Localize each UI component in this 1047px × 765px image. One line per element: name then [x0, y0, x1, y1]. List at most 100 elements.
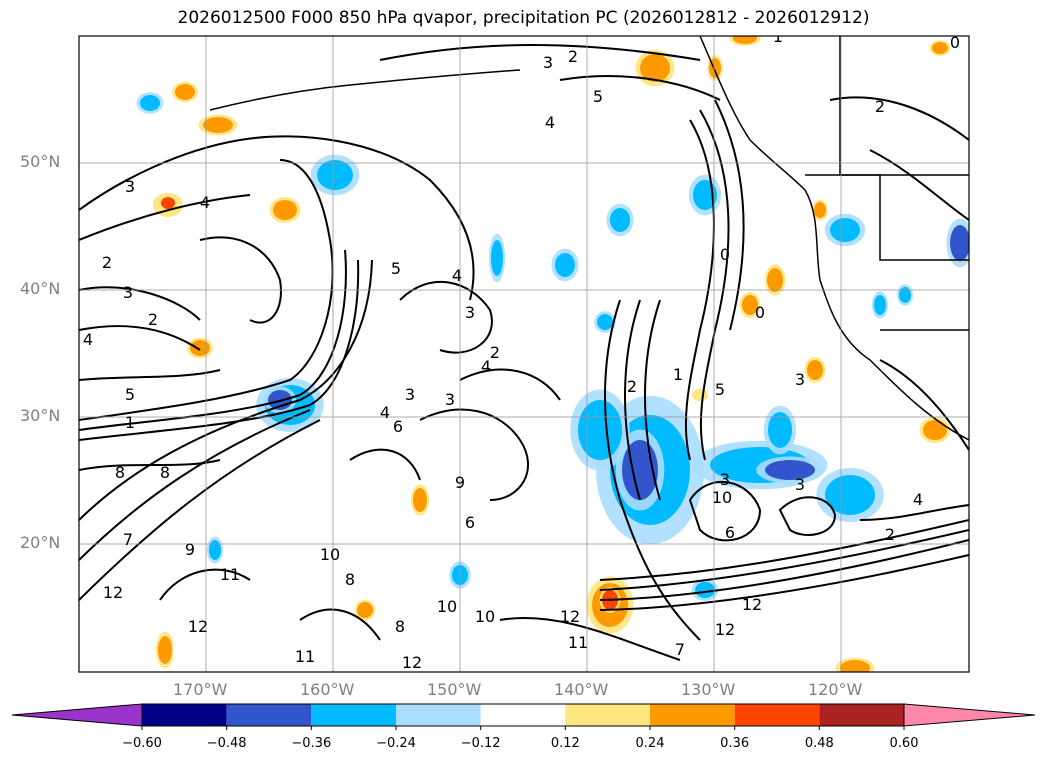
contour-label: 5: [125, 385, 135, 404]
contour-label: 2: [490, 343, 500, 362]
precip-blob: [825, 475, 875, 515]
colorbar-segment: [226, 704, 312, 726]
contour-label: 11: [295, 647, 315, 666]
precip-blob: [640, 54, 670, 82]
contour-label: 6: [465, 513, 475, 532]
contour-label: 4: [200, 193, 210, 212]
precip-blob: [692, 389, 708, 401]
qvapor-contour: [79, 409, 311, 561]
contour-label: 0: [950, 33, 960, 52]
precip-blob: [765, 460, 815, 480]
contour-label: 6: [725, 523, 735, 542]
qvapor-contour: [599, 519, 969, 581]
qvapor-contour: [599, 554, 969, 611]
qvapor-contour: [79, 286, 201, 321]
contour-label: 2: [875, 97, 885, 116]
contour-label: 4: [545, 113, 555, 132]
contour-label: 10: [712, 488, 732, 507]
precip-blob: [578, 400, 622, 460]
precip-blob: [767, 268, 783, 292]
map-frame: [78, 35, 970, 673]
contour-label: 1: [125, 413, 135, 432]
qvapor-contour: [778, 496, 837, 536]
precip-blob: [413, 488, 427, 512]
qvapor-contour: [79, 259, 360, 441]
precip-blob: [158, 636, 172, 664]
colorbar-tick-label: −0.36: [291, 736, 332, 751]
map-title: 2026012500 F000 850 hPa qvapor, precipit…: [177, 8, 870, 28]
precip-blob: [610, 208, 630, 232]
precip-blob: [840, 660, 870, 672]
lat-label: 30°N: [20, 406, 61, 425]
contour-label: 12: [742, 595, 762, 614]
contour-label: 5: [593, 87, 603, 106]
contour-label: 3: [795, 370, 805, 389]
contour-label: 3: [543, 53, 553, 72]
colorbar-tick-label: 0.48: [804, 736, 834, 751]
qvapor-contour: [399, 281, 493, 354]
colorbar-segment: [650, 704, 735, 726]
contour-label: 12: [715, 620, 735, 639]
lon-label: 130°W: [681, 680, 736, 699]
precip-blob: [273, 200, 297, 220]
qvapor-contour: [419, 408, 530, 501]
lon-label: 120°W: [808, 680, 863, 699]
qvapor-contour: [79, 259, 373, 521]
colorbar-segment: [819, 704, 904, 726]
precip-blob: [357, 602, 373, 618]
precip-blob: [190, 340, 210, 356]
precip-blob: [161, 197, 175, 209]
precip-blob: [597, 314, 613, 330]
precip-blob: [923, 420, 947, 440]
qvapor-contour: [79, 159, 334, 421]
colorbar-segment: [311, 704, 396, 726]
qvapor-contour: [199, 236, 282, 324]
coastline: [805, 174, 969, 261]
contour-label: 0: [720, 245, 730, 264]
contour-label: 12: [560, 607, 580, 626]
qvapor-contour: [644, 299, 661, 501]
contour-label: 8: [160, 463, 170, 482]
precip-blob: [950, 225, 969, 261]
qvapor-contour: [459, 368, 561, 401]
contour-label: 0: [755, 303, 765, 322]
contour-label: 12: [402, 653, 422, 672]
colorbar-extend-high: [903, 703, 1036, 727]
contour-label: 8: [395, 617, 405, 636]
precip-blob: [140, 95, 160, 111]
qvapor-contours: [79, 44, 969, 661]
qvapor-contour: [684, 119, 715, 461]
contour-label: 7: [123, 530, 133, 549]
colorbar-tick-label: −0.48: [206, 736, 247, 751]
precip-blob: [491, 240, 503, 276]
colorbar: [11, 703, 1036, 730]
contour-label: 8: [115, 463, 125, 482]
colorbar-tick-label: 0.12: [550, 736, 580, 751]
contour-label: 10: [475, 607, 495, 626]
lat-label: 20°N: [20, 533, 61, 552]
colorbar-segment: [142, 704, 227, 726]
qvapor-contour: [79, 419, 321, 601]
colorbar-tick-label: 0.36: [720, 736, 750, 751]
precip-blob: [733, 36, 757, 44]
qvapor-contour: [79, 325, 201, 351]
lat-label: 40°N: [20, 279, 61, 298]
contour-label: 3: [720, 470, 730, 489]
contour-label: 3: [465, 303, 475, 322]
contour-label: 4: [452, 266, 462, 285]
precip-blob: [932, 42, 948, 54]
qvapor-contour: [604, 299, 701, 641]
qvapor-contour: [559, 75, 721, 101]
contour-label: 1: [773, 27, 783, 46]
colorbar-tick-label: 0.60: [889, 736, 919, 751]
lon-label: 170°W: [173, 680, 228, 699]
precip-blob: [209, 540, 221, 560]
contour-label: 3: [445, 390, 455, 409]
qvapor-contour: [859, 504, 969, 521]
precip-blob: [317, 160, 353, 190]
qvapor-contour: [599, 539, 969, 601]
qvapor-contour: [79, 135, 475, 301]
colorbar-tick-label: 0.24: [635, 736, 665, 751]
